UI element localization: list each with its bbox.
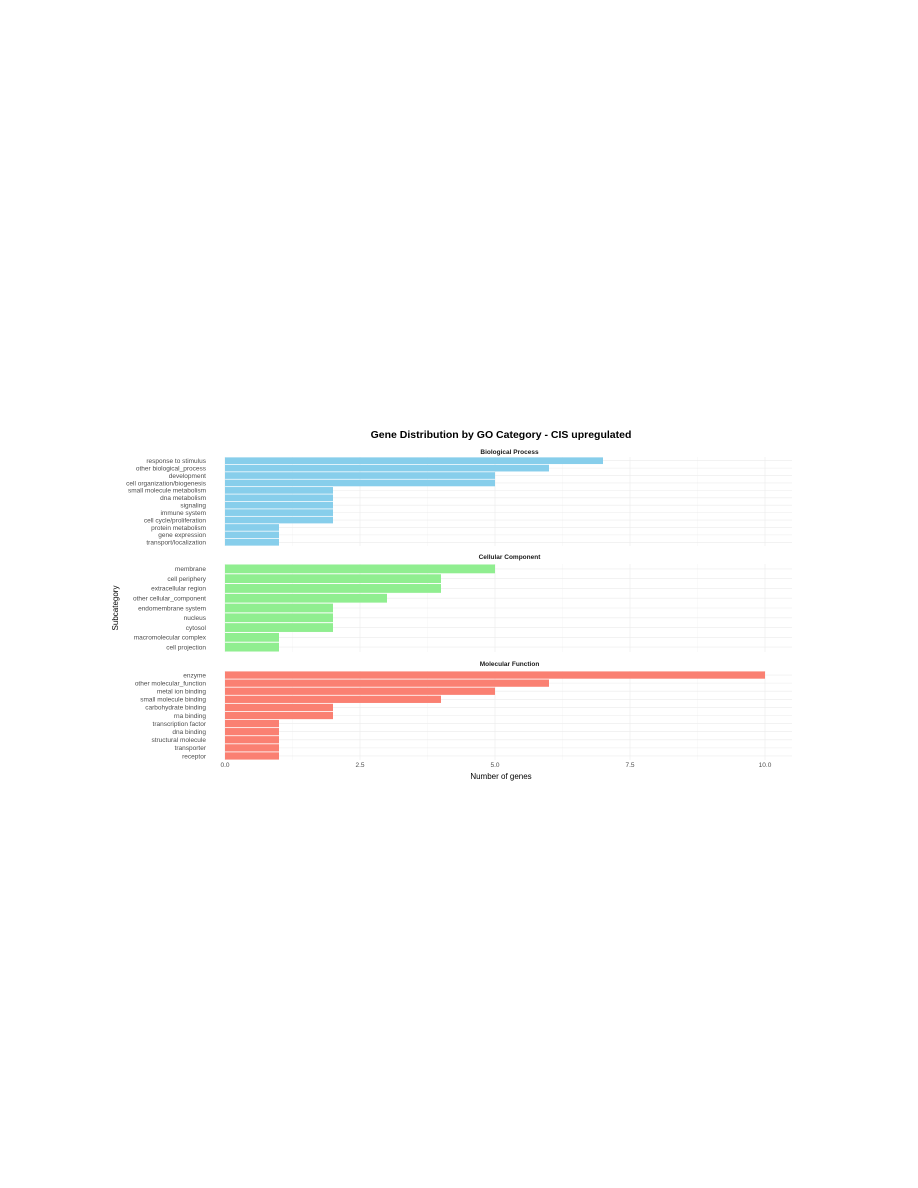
bar-macromolecular-complex — [225, 632, 279, 642]
category-label: carbohydrate binding — [145, 705, 206, 712]
x-tick-label: 5.0 — [490, 762, 499, 769]
category-label: other cellular_component — [133, 596, 206, 603]
bar-small-molecule-metabolism — [225, 487, 333, 494]
facet-title: Biological Process — [480, 449, 539, 456]
bar-cell-organization-biogenesis — [225, 479, 495, 487]
bar-development — [225, 472, 495, 479]
bar-protein-metabolism — [225, 524, 279, 531]
category-label: protein metabolism — [151, 525, 206, 532]
category-label: dna binding — [172, 729, 206, 736]
bar-cell-cycle-proliferation — [225, 516, 333, 524]
category-label: immune system — [160, 510, 206, 517]
bar-dna-metabolism — [225, 494, 333, 502]
bar-structural-molecule — [225, 736, 279, 744]
bar-rna-binding — [225, 711, 333, 720]
bar-dna-binding — [225, 728, 279, 736]
x-tick-label: 0.0 — [220, 762, 229, 769]
category-label: cell cycle/proliferation — [144, 517, 207, 524]
category-label: dna metabolism — [160, 495, 206, 502]
bar-cell-projection — [225, 642, 279, 652]
bar-metal-ion-binding — [225, 687, 495, 695]
category-label: transport/localization — [146, 540, 206, 547]
bar-membrane — [225, 564, 495, 574]
category-label: extracellular region — [151, 586, 206, 593]
facet-title: Molecular Function — [480, 661, 540, 668]
category-label: macromolecular complex — [134, 635, 207, 642]
category-label: receptor — [182, 753, 207, 760]
category-label: rna binding — [174, 713, 207, 720]
category-label: membrane — [175, 566, 206, 573]
bar-gene-expression — [225, 531, 279, 539]
bar-cytosol — [225, 623, 333, 632]
category-label: cell projection — [166, 644, 206, 651]
category-label: gene expression — [158, 532, 206, 539]
category-label: cytosol — [186, 625, 207, 632]
bar-other-cellular-component — [225, 593, 387, 603]
facet-title: Cellular Component — [479, 554, 542, 561]
bar-response-to-stimulus — [225, 457, 603, 465]
category-label: transporter — [175, 745, 207, 752]
category-label: cell periphery — [167, 576, 206, 583]
bar-carbohydrate-binding — [225, 703, 333, 712]
bar-extracellular-region — [225, 584, 441, 593]
category-label: other biological_process — [136, 465, 207, 472]
bar-enzyme — [225, 671, 765, 679]
category-label: structural molecule — [151, 737, 206, 744]
category-label: small molecule metabolism — [128, 488, 206, 495]
bar-transport-localization — [225, 538, 279, 546]
bar-receptor — [225, 752, 279, 760]
category-label: transcription factor — [153, 721, 207, 728]
facet-biological-process: Biological Process response to stimulusot… — [126, 449, 792, 547]
x-axis: 0.0 2.5 5.0 7.5 10.0 — [220, 762, 771, 769]
bar-other-molecular-function — [225, 679, 549, 687]
category-label: endomembrane system — [138, 605, 206, 612]
category-label: metal ion binding — [157, 689, 207, 696]
bar-transporter — [225, 744, 279, 752]
category-label: small molecule binding — [140, 697, 206, 704]
x-axis-title: Number of genes — [470, 772, 531, 781]
bar-small-molecule-binding — [225, 695, 441, 703]
x-tick-label: 2.5 — [355, 762, 364, 769]
y-axis-title: Subcategory — [111, 586, 120, 631]
category-label: cell organization/biogenesis — [126, 480, 207, 487]
bar-endomembrane-system — [225, 603, 333, 613]
x-tick-label: 10.0 — [759, 762, 772, 769]
bar-transcription-factor — [225, 719, 279, 728]
category-label: nucleus — [184, 615, 207, 622]
facet-cellular-component: Cellular Component membrane cell periphery… — [133, 554, 792, 652]
category-label: signaling — [180, 503, 206, 510]
category-label: other molecular_function — [135, 680, 207, 687]
bar-other-biological-process — [225, 464, 549, 472]
bar-signaling — [225, 501, 333, 509]
x-tick-label: 7.5 — [625, 762, 634, 769]
bar-immune-system — [225, 509, 333, 516]
category-label: response to stimulus — [146, 458, 206, 465]
chart-title: Gene Distribution by GO Category - CIS u… — [371, 429, 632, 441]
bar-cell-periphery — [225, 574, 441, 584]
category-label: development — [169, 473, 206, 480]
category-label: enzyme — [183, 672, 206, 679]
bar-nucleus — [225, 613, 333, 623]
